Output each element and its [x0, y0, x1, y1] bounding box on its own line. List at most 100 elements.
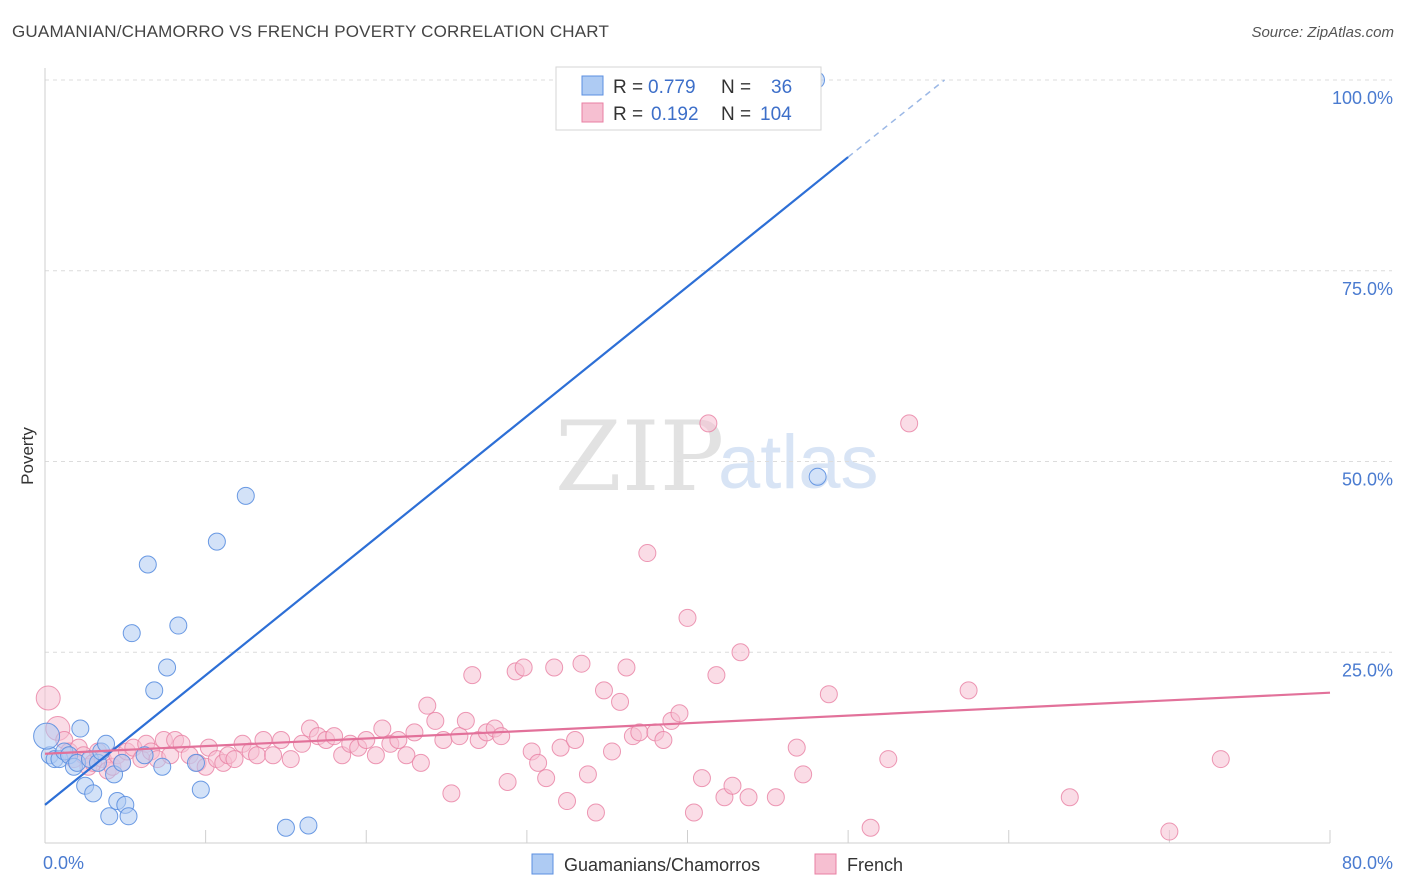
data-point-french — [566, 730, 585, 749]
legend-swatch-french — [581, 102, 604, 123]
data-point-guamanian — [236, 486, 255, 505]
data-point-french — [1211, 750, 1230, 769]
legend-swatch-guamanian — [581, 75, 604, 96]
data-point-french — [678, 608, 697, 627]
y-tick-label: 100.0% — [1332, 88, 1393, 108]
trend-lines — [44, 79, 1331, 806]
y-tick-label: 75.0% — [1342, 279, 1393, 299]
data-point-french — [492, 727, 511, 746]
data-point-french — [463, 666, 482, 685]
data-point-french — [617, 658, 636, 677]
data-point-french — [397, 746, 416, 765]
trend-line-french — [44, 691, 1331, 755]
data-point-french — [545, 658, 564, 677]
axes — [44, 68, 1331, 844]
legend-n-value: 36 — [771, 77, 792, 98]
bottom-legend: Guamanians/Chamorros French — [531, 853, 903, 875]
data-point-french — [551, 738, 570, 757]
data-point-french — [456, 711, 475, 730]
data-point-french — [357, 730, 376, 749]
trend-line-guamanian — [44, 156, 849, 806]
chart-title: GUAMANIAN/CHAMORRO VS FRENCH POVERTY COR… — [12, 22, 610, 41]
data-point-french — [537, 769, 556, 788]
data-point-french — [389, 730, 408, 749]
grid — [45, 79, 1392, 653]
data-point-french — [684, 803, 703, 822]
data-point-french — [514, 658, 533, 677]
trend-line-guamanian-extension — [847, 79, 945, 158]
watermark-atlas: atlas — [718, 420, 879, 505]
tick-labels: 25.0% 50.0% 75.0% 100.0% 0.0% 80.0% — [43, 88, 1393, 873]
data-point-guamanian — [186, 753, 205, 772]
data-point-french — [426, 711, 445, 730]
data-point-guamanian — [158, 658, 177, 677]
data-point-guamanian — [97, 734, 116, 753]
data-point-french — [325, 727, 344, 746]
data-point-french — [418, 696, 437, 715]
data-point-french — [692, 769, 711, 788]
data-point-french — [707, 666, 726, 685]
data-point-guamanian — [100, 807, 119, 826]
x-tick-label: 80.0% — [1342, 853, 1393, 873]
data-point-french — [35, 685, 61, 711]
data-point-french — [766, 788, 785, 807]
data-point-french — [293, 734, 311, 753]
data-point-french — [670, 704, 689, 723]
data-point-french — [739, 788, 758, 807]
legend-n-label: N = — [721, 104, 751, 125]
data-point-guamanian — [207, 532, 226, 551]
data-point-french — [578, 765, 597, 784]
bottom-legend-guamanian: Guamanians/Chamorros — [564, 855, 760, 875]
data-point-french — [281, 750, 300, 769]
data-point-french — [900, 414, 919, 433]
legend-r-label: R = — [613, 77, 643, 98]
data-point-guamanian — [153, 757, 172, 776]
y-axis-label: Poverty — [18, 427, 37, 485]
data-point-guamanian — [276, 818, 295, 837]
data-point-french — [264, 746, 283, 765]
data-point-french — [498, 772, 517, 791]
data-point-guamanian — [71, 719, 90, 738]
data-point-guamanian — [169, 616, 188, 635]
legend-n-value: 104 — [760, 104, 792, 125]
data-point-guamanian — [113, 753, 132, 772]
data-point-french — [572, 654, 591, 673]
data-point-guamanian — [119, 807, 138, 826]
legend: R = 0.779 N = 36 R = 0.192 N = 104 — [555, 66, 822, 131]
x-tick-label: 0.0% — [43, 853, 84, 873]
bottom-legend-swatch-guamanian — [531, 853, 554, 875]
legend-r-value: 0.192 — [651, 104, 699, 125]
data-point-french — [638, 544, 657, 563]
legend-n-label: N = — [721, 77, 751, 98]
data-point-french — [731, 643, 750, 662]
data-point-guamanian — [191, 780, 210, 799]
data-point-french — [819, 685, 838, 704]
bottom-legend-french: French — [847, 855, 903, 875]
data-point-french — [405, 723, 424, 742]
data-point-french — [794, 765, 813, 784]
data-point-french — [366, 746, 385, 765]
legend-r-value: 0.779 — [648, 77, 696, 98]
data-point-french — [611, 692, 630, 711]
data-point-french — [879, 750, 898, 769]
legend-r-label: R = — [613, 104, 643, 125]
data-point-french — [411, 753, 430, 772]
data-point-french — [529, 753, 548, 772]
data-point-french — [861, 818, 880, 837]
data-point-french — [586, 803, 605, 822]
data-point-french — [254, 730, 273, 749]
data-point-guamanian — [122, 624, 141, 643]
data-point-guamanian — [84, 784, 103, 803]
data-point-french — [654, 730, 673, 749]
data-point-french — [272, 730, 291, 749]
data-point-french — [1160, 822, 1179, 841]
data-point-guamanian — [135, 746, 154, 765]
data-point-french — [1060, 788, 1079, 807]
data-point-guamanian — [808, 467, 827, 486]
y-tick-label: 25.0% — [1342, 660, 1393, 680]
data-point-french — [558, 792, 577, 811]
bottom-legend-swatch-french — [814, 853, 837, 875]
data-point-guamanian — [299, 816, 318, 835]
data-point-french — [373, 719, 392, 738]
